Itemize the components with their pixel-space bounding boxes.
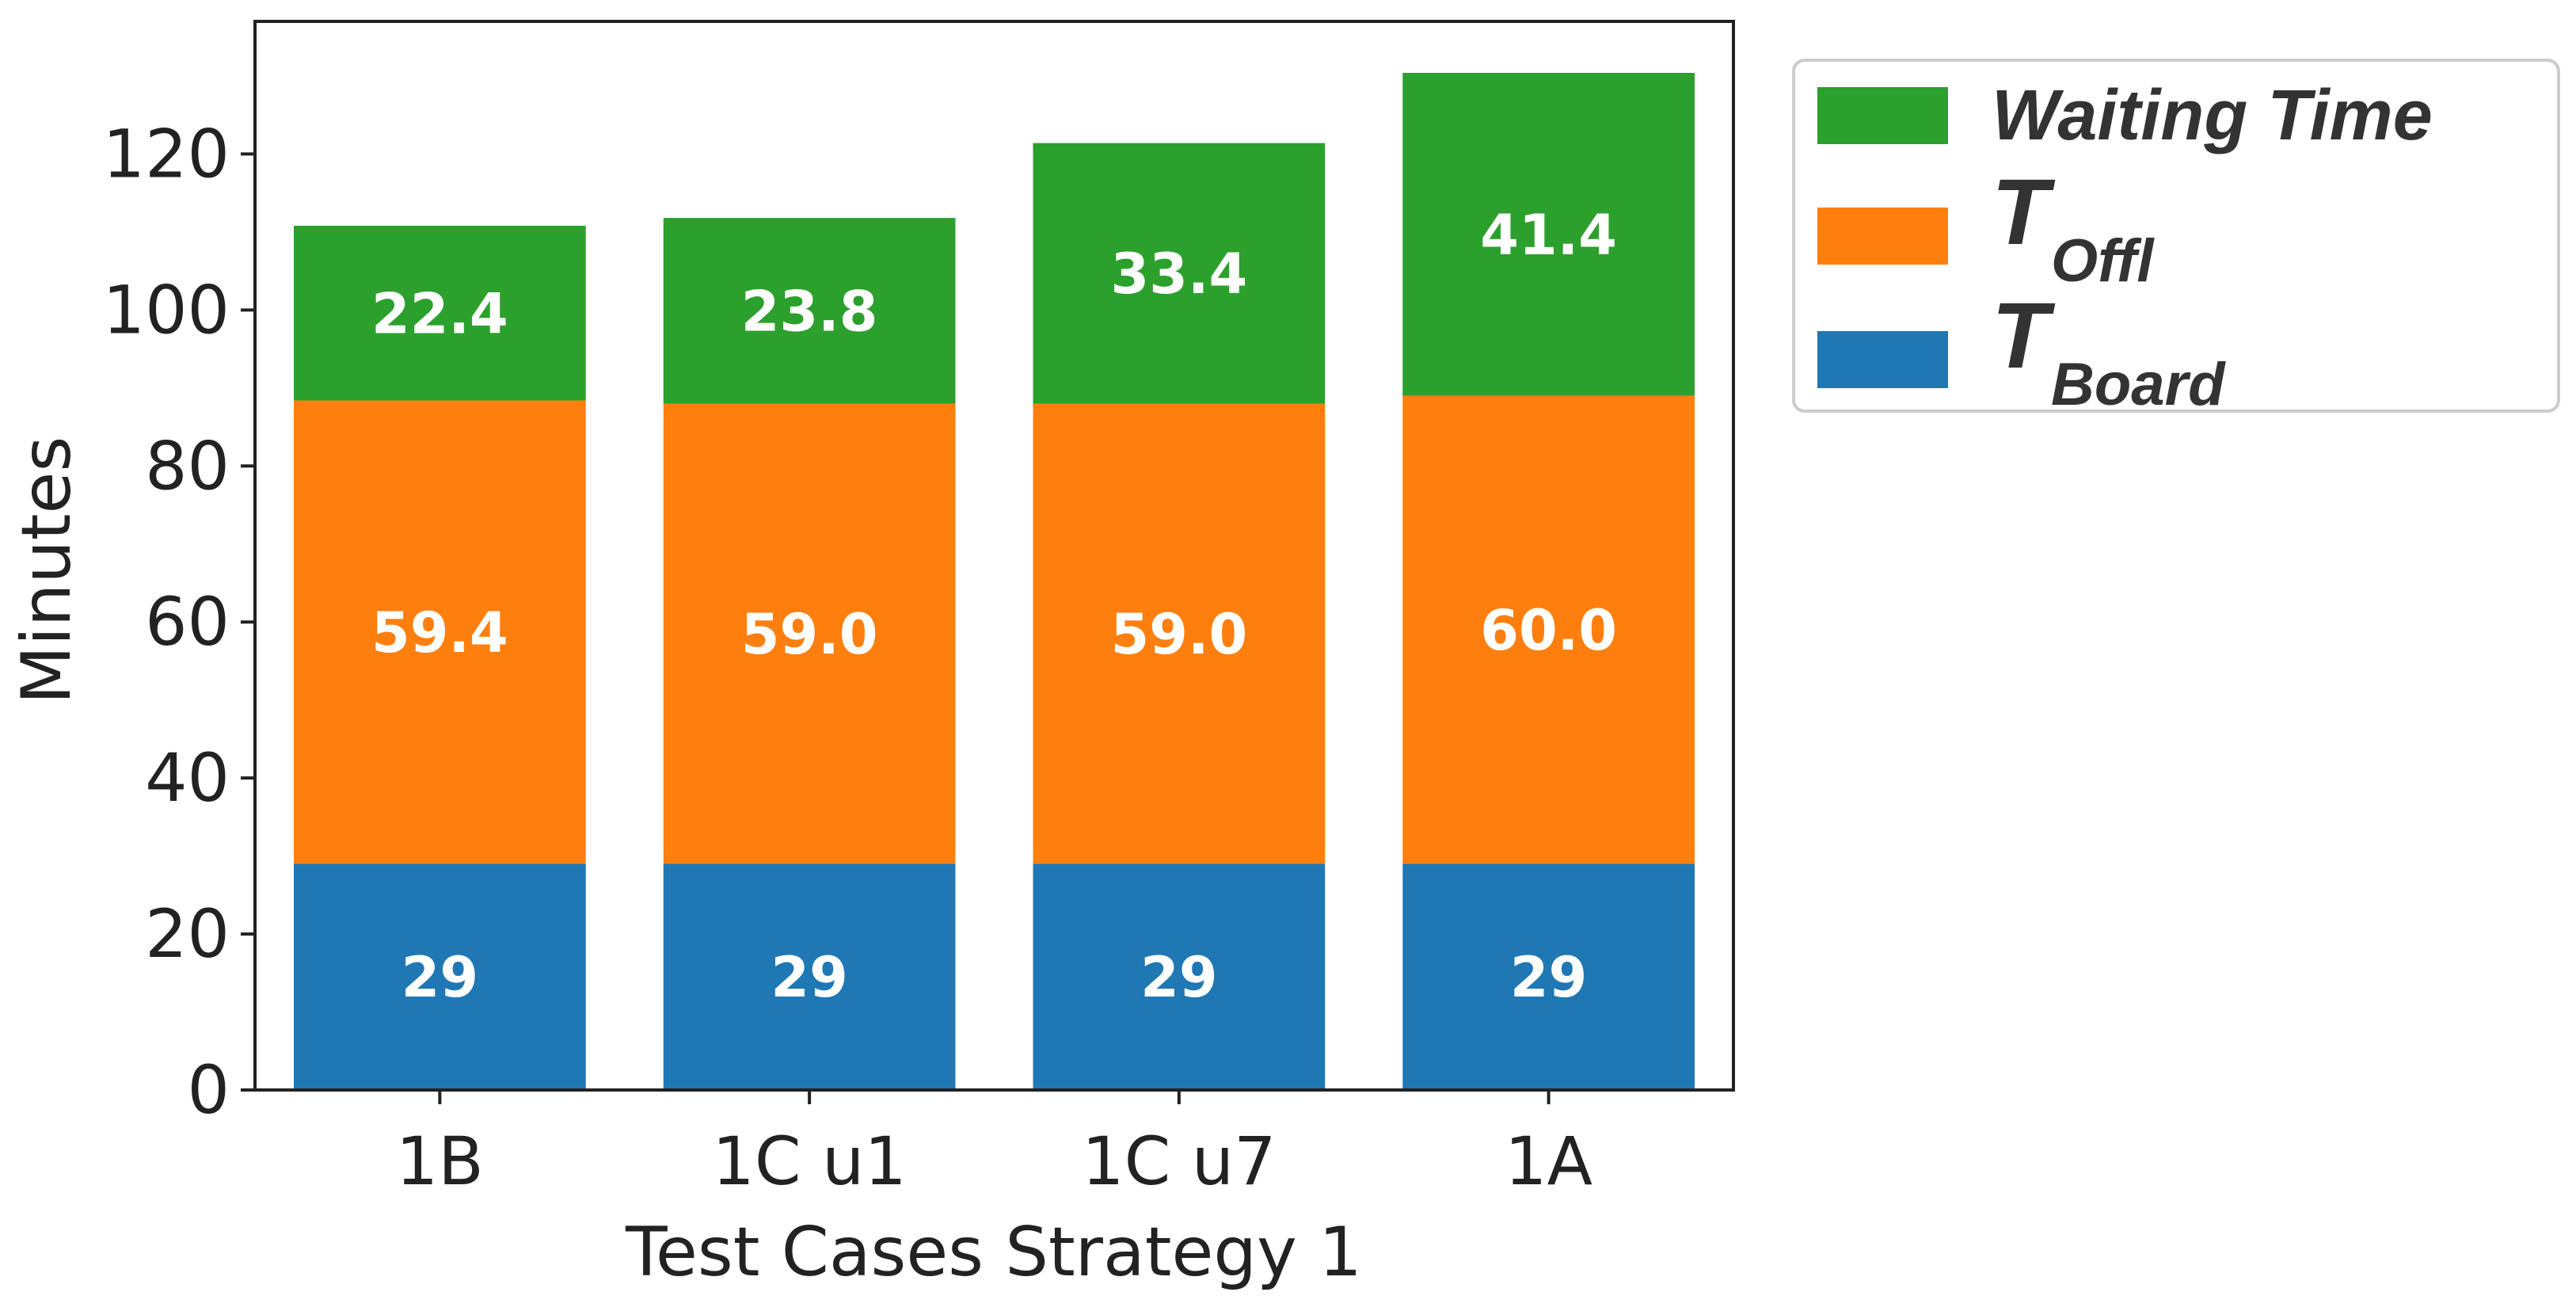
x-tick-label: 1B: [396, 1122, 484, 1200]
bar-segment: [1402, 72, 1695, 396]
bar-segment: [663, 218, 956, 404]
legend-label: T: [1992, 284, 2056, 388]
bar-segment: [1402, 863, 1695, 1090]
bar-segment: [294, 225, 586, 401]
bar-segment: [294, 400, 586, 864]
x-tick-label: 1C u1: [712, 1122, 906, 1200]
legend-swatch: [1817, 331, 1948, 388]
legend-label-subscript: Offl: [2051, 227, 2155, 295]
bar-segment-label: 59.4: [371, 600, 508, 665]
bar-segment: [294, 863, 586, 1090]
bar-segment: [1033, 403, 1326, 864]
legend-label: Waiting Time: [1992, 76, 2433, 155]
legend-label: T: [1992, 160, 2056, 265]
y-tick-label: 0: [188, 1051, 230, 1129]
y-axis: 0 20 40 60 80 100 120: [103, 115, 255, 1129]
bar-segment-label: 59.0: [741, 602, 878, 667]
y-tick-label: 80: [145, 427, 230, 505]
y-axis-title: Minutes: [7, 436, 86, 705]
y-tick-label: 40: [145, 739, 230, 817]
bar-segment: [1402, 395, 1695, 864]
bar-segment-label: 29: [1140, 945, 1217, 1010]
segment-labels-group: 29 59.4 22.4 29 59.0 23.8 29 59.0 33.4 29 60.0 41.4: [371, 203, 1617, 1010]
legend-swatch: [1817, 208, 1948, 265]
y-tick-label: 120: [103, 115, 230, 192]
x-axis: 1B 1C u1 1C u7 1A: [396, 1090, 1592, 1200]
x-tick-label: 1A: [1505, 1122, 1592, 1200]
y-tick-label: 100: [103, 271, 230, 349]
bar-segment-label: 33.4: [1111, 242, 1248, 307]
plot-area-frame: [253, 20, 1735, 1092]
bars-group: [294, 72, 1695, 1090]
bar-segment-label: 29: [771, 945, 847, 1010]
bar-segment: [663, 403, 956, 864]
y-tick-label: 60: [145, 583, 230, 661]
bar-segment: [663, 863, 956, 1090]
bar-segment: [1033, 143, 1326, 404]
bar-segment: [1033, 863, 1326, 1090]
legend-frame: [1792, 59, 2560, 413]
bar-segment-label: 59.0: [1111, 602, 1248, 667]
bar-segment-label: 29: [1510, 945, 1587, 1010]
bar-segment-label: 60.0: [1480, 598, 1617, 663]
x-axis-title: Test Cases Strategy 1: [625, 1213, 1362, 1292]
legend-label-subscript: Board: [2051, 351, 2226, 418]
legend-swatch: [1817, 87, 1948, 144]
bar-segment-label: 29: [401, 945, 478, 1010]
bar-segment-label: 23.8: [741, 279, 878, 344]
x-tick-label: 1C u7: [1082, 1122, 1276, 1200]
bar-segment-label: 41.4: [1480, 203, 1617, 268]
bar-segment-label: 22.4: [371, 281, 508, 346]
y-tick-label: 20: [145, 895, 230, 973]
